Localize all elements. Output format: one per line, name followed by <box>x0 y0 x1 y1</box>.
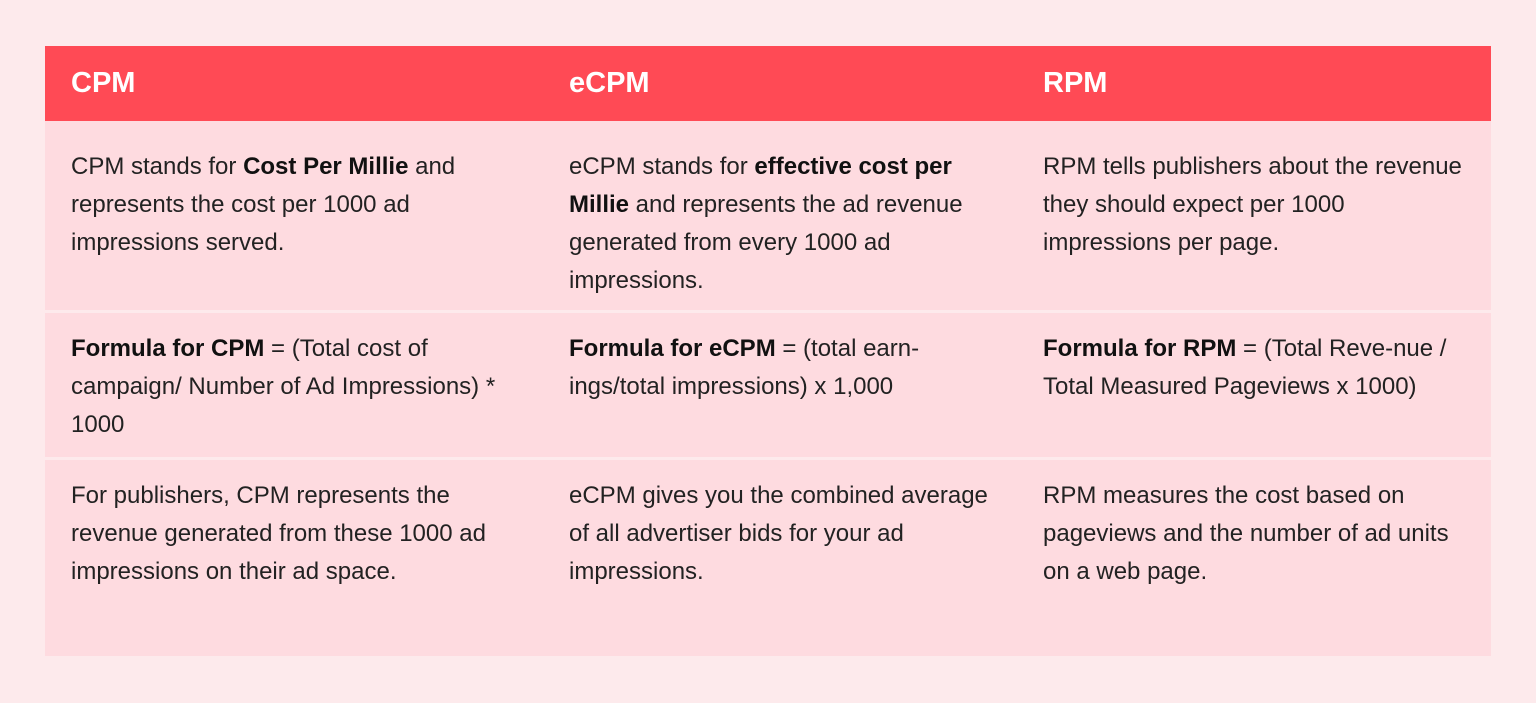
cell-ecpm-formula: Formula for eCPM = (total earn-ings/tota… <box>569 335 920 400</box>
cell-cpm-usage: For publishers, CPM represents the reven… <box>71 482 486 585</box>
table-header: CPM eCPM RPM <box>45 46 1491 121</box>
header-rpm: RPM <box>1043 67 1108 99</box>
cell-cpm-definition: CPM stands for Cost Per Millie and repre… <box>71 153 456 256</box>
table-row-usage: For publishers, CPM represents the reven… <box>45 460 1491 656</box>
header-cpm: CPM <box>71 67 136 99</box>
cell-rpm-formula: Formula for RPM = (Total Reve-nue / Tota… <box>1043 335 1447 400</box>
cell-rpm-definition: RPM tells publishers about the revenue t… <box>1043 153 1462 256</box>
comparison-table: CPM eCPM RPM CPM stands for Cost Per Mil… <box>45 46 1491 656</box>
header-ecpm: eCPM <box>569 67 650 99</box>
cell-ecpm-usage: eCPM gives you the combined average of a… <box>569 482 988 585</box>
cell-ecpm-definition: eCPM stands for effective cost per Milli… <box>569 153 963 294</box>
table-row-formula: Formula for CPM = (Total cost of campaig… <box>45 313 1491 457</box>
cell-cpm-formula: Formula for CPM = (Total cost of campaig… <box>71 335 496 438</box>
cell-rpm-usage: RPM measures the cost based on pageviews… <box>1043 482 1449 585</box>
table-row-definition: CPM stands for Cost Per Millie and repre… <box>45 121 1491 310</box>
